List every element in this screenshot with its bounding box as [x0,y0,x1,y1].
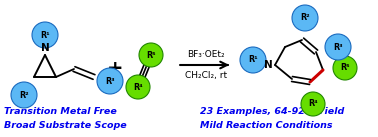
Text: R³: R³ [333,42,343,52]
Text: R²: R² [19,91,29,99]
Text: N: N [264,60,273,70]
Circle shape [325,34,351,60]
Text: R⁴: R⁴ [308,99,318,109]
Circle shape [11,82,37,108]
Text: R⁵: R⁵ [146,51,156,59]
Text: R¹: R¹ [248,55,258,65]
Text: Transition Metal Free: Transition Metal Free [4,106,117,115]
Text: 23 Examples, 64-92% Yield: 23 Examples, 64-92% Yield [200,106,344,115]
Text: R³: R³ [105,76,115,85]
Text: BF₃·OEt₂: BF₃·OEt₂ [187,50,225,59]
Text: Broad Substrate Scope: Broad Substrate Scope [4,121,127,129]
Text: Mild Reaction Conditions: Mild Reaction Conditions [200,121,333,129]
Circle shape [301,92,325,116]
Circle shape [126,75,150,99]
Text: R¹: R¹ [40,31,50,39]
Text: +: + [107,59,123,79]
Circle shape [97,68,123,94]
Text: R⁵: R⁵ [340,64,350,72]
Text: CH₂Cl₂, rt: CH₂Cl₂, rt [185,71,227,80]
Circle shape [240,47,266,73]
Circle shape [32,22,58,48]
Text: R²: R² [300,14,310,22]
Text: N: N [40,43,50,53]
Text: R⁴: R⁴ [133,82,143,92]
Circle shape [292,5,318,31]
Circle shape [139,43,163,67]
Circle shape [333,56,357,80]
